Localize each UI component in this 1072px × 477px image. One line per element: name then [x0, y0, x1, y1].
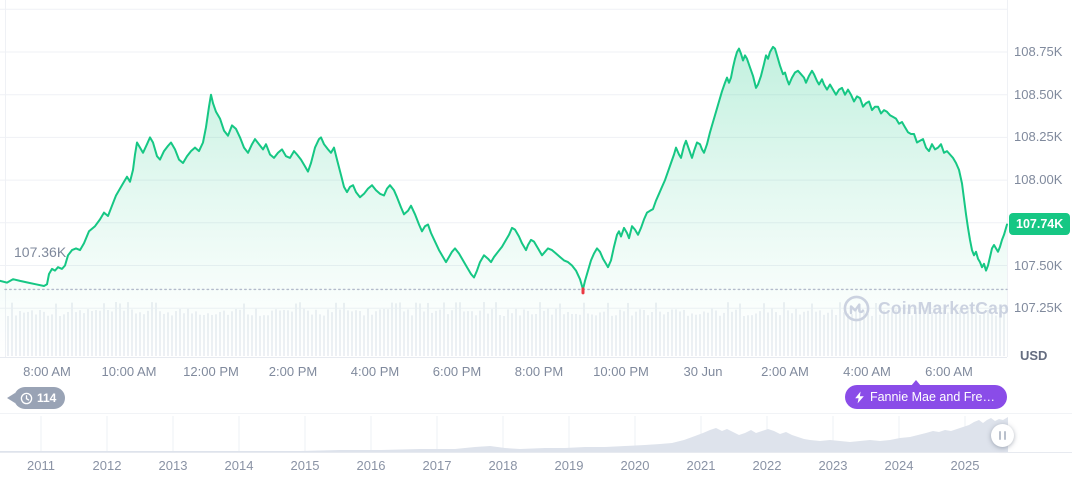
timeline-drag-handle[interactable]: [991, 424, 1014, 447]
timeline-minimap[interactable]: [0, 416, 1072, 453]
history-count: 114: [37, 391, 57, 405]
news-badge-label: Fannie Mae and Fre…: [869, 390, 995, 404]
x-axis-label: 8:00 PM: [514, 364, 564, 379]
timeline-year-label: 2017: [422, 458, 452, 473]
open-price-label: 107.36K: [14, 244, 67, 260]
timeline-year-label: 2023: [818, 458, 848, 473]
y-axis-label: 108.50K: [1014, 86, 1063, 102]
timeline-year-label: 2016: [356, 458, 386, 473]
timeline-year-label: 2019: [554, 458, 584, 473]
timeline-year-label: 2025: [950, 458, 980, 473]
x-axis-label: 4:00 AM: [843, 364, 891, 379]
timeline-year-label: 2014: [224, 458, 254, 473]
y-axis-label: 108.75K: [1014, 44, 1063, 59]
current-price-badge: 107.74K: [1009, 213, 1071, 235]
y-axis-label: 107.25K: [1014, 300, 1063, 316]
timeline-year-label: 2015: [290, 458, 320, 473]
timeline-year-label: 2022: [752, 458, 782, 473]
y-axis-label: 108.25K: [1014, 129, 1063, 145]
lightning-icon: [855, 391, 864, 403]
x-axis-label: 6:00 PM: [432, 364, 482, 379]
y-axis-label: 107.50K: [1014, 257, 1063, 273]
price-series: [0, 45, 1008, 358]
timeline-year-label: 2021: [686, 458, 716, 473]
x-axis-label: 12:00 PM: [183, 364, 239, 379]
currency-label: USD: [1020, 348, 1048, 363]
timeline-year-label: 2024: [884, 458, 914, 473]
x-axis-label: 10:00 AM: [101, 364, 157, 379]
news-badge[interactable]: Fannie Mae and Fre…: [844, 380, 1007, 409]
history-badge[interactable]: 114: [6, 387, 66, 409]
timeline-year-label: 2012: [92, 458, 122, 473]
x-axis-label: 8:00 AM: [23, 364, 71, 379]
timeline-year-label: 2011: [27, 458, 55, 473]
x-axis-label: 10:00 PM: [593, 364, 649, 379]
timeline-year-label: 2018: [488, 458, 518, 473]
x-axis-label: 4:00 PM: [350, 364, 400, 379]
x-axis-label: 6:00 AM: [925, 364, 973, 379]
timeline-year-label: 2013: [158, 458, 188, 473]
y-axis-label: 108.00K: [1014, 172, 1063, 188]
x-axis-label: 2:00 PM: [268, 364, 318, 379]
x-axis-label: 30 Jun: [683, 364, 723, 379]
timeline-year-label: 2020: [620, 458, 650, 473]
x-axis-label: 2:00 AM: [761, 364, 809, 379]
history-clock-icon: [20, 392, 33, 404]
